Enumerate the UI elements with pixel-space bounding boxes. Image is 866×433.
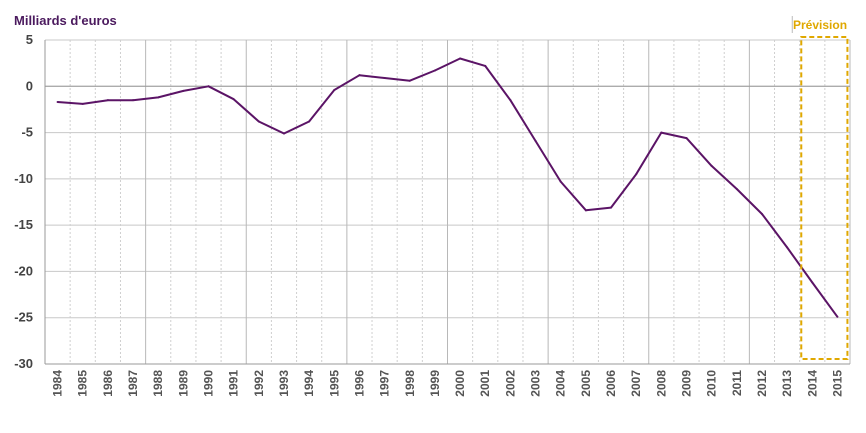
x-tick-label: 2007: [629, 370, 643, 397]
x-tick-label: 2006: [604, 370, 618, 397]
x-tick-label: 1995: [327, 370, 341, 397]
x-tick-label: 1999: [428, 370, 442, 397]
x-tick-label: 1990: [202, 370, 216, 397]
x-tick-label: 1987: [126, 370, 140, 397]
axes: [44, 40, 850, 365]
data-point: [459, 57, 462, 60]
y-tick-label: -5: [21, 125, 33, 140]
grid: [44, 39, 851, 365]
data-point: [710, 164, 713, 167]
data-point: [132, 99, 135, 102]
data-point: [660, 131, 663, 134]
x-tick-label: 2015: [830, 370, 844, 397]
x-tick-label: 1991: [227, 370, 241, 397]
data-point: [81, 102, 84, 105]
x-tick-label: 1993: [277, 370, 291, 397]
x-tick-label: 2011: [730, 370, 744, 396]
x-tick-label: 2012: [755, 370, 769, 397]
forecast-region: [791, 16, 849, 360]
y-tick-label: -30: [14, 356, 33, 371]
x-tick-label: 2005: [579, 370, 593, 397]
x-tick-label: 1989: [176, 370, 190, 397]
x-tick-label: 2003: [529, 370, 543, 397]
data-point: [534, 139, 537, 142]
data-point: [509, 99, 512, 102]
x-tick-label: 2001: [478, 370, 492, 397]
x-tick-label: 2008: [654, 370, 668, 397]
data-point: [635, 173, 638, 176]
forecast-label: Prévision: [793, 18, 848, 32]
data-point: [282, 132, 285, 135]
data-point: [408, 79, 411, 82]
data-point: [433, 69, 436, 72]
data-point: [56, 101, 59, 104]
data-point: [383, 76, 386, 79]
data-point: [811, 281, 814, 284]
x-ticks: 1984 1985 1986 1987 1988 1989 1990 1991 1992 1993…: [51, 370, 845, 397]
x-tick-label: 1985: [76, 370, 90, 397]
x-tick-label: 1998: [403, 370, 417, 397]
data-point: [584, 209, 587, 212]
data-point: [106, 99, 109, 102]
x-tick-label: 2002: [503, 370, 517, 397]
data-point: [157, 96, 160, 99]
series-line: [57, 57, 839, 318]
data-point: [610, 206, 613, 209]
data-point: [207, 85, 210, 88]
data-point: [786, 246, 789, 249]
data-point: [559, 180, 562, 183]
data-point: [836, 315, 839, 318]
x-tick-label: 1986: [101, 370, 115, 397]
data-point: [257, 120, 260, 123]
data-point: [735, 188, 738, 191]
x-tick-label: 2013: [780, 370, 794, 397]
y-tick-label: -25: [14, 310, 33, 325]
x-tick-label: 1996: [352, 370, 366, 397]
data-point: [760, 213, 763, 216]
x-tick-label: 2004: [554, 370, 568, 397]
data-point: [685, 137, 688, 140]
x-tick-label: 2000: [453, 370, 467, 397]
series: [56, 57, 839, 318]
data-point: [333, 88, 336, 91]
y-ticks: 5 0 -5 -10 -15 -20 -25 -30: [14, 32, 33, 371]
x-tick-label: 1984: [51, 370, 65, 397]
x-tick-label: 1988: [151, 370, 165, 397]
x-tick-label: 2010: [705, 370, 719, 397]
x-tick-label: 1994: [302, 370, 316, 397]
y-axis-unit-label: Milliards d'euros: [14, 13, 117, 28]
data-point: [232, 98, 235, 101]
data-point: [308, 120, 311, 123]
data-point: [182, 89, 185, 92]
y-tick-label: 5: [26, 32, 33, 47]
y-tick-label: -20: [14, 263, 33, 278]
y-tick-label: 0: [26, 78, 33, 93]
y-tick-label: -10: [14, 171, 33, 186]
x-tick-label: 2014: [805, 370, 819, 397]
y-tick-label: -15: [14, 217, 33, 232]
data-point: [484, 64, 487, 67]
x-tick-label: 1997: [378, 370, 392, 397]
data-point: [358, 74, 361, 77]
x-tick-label: 1992: [252, 370, 266, 397]
x-tick-label: 2009: [679, 370, 693, 397]
